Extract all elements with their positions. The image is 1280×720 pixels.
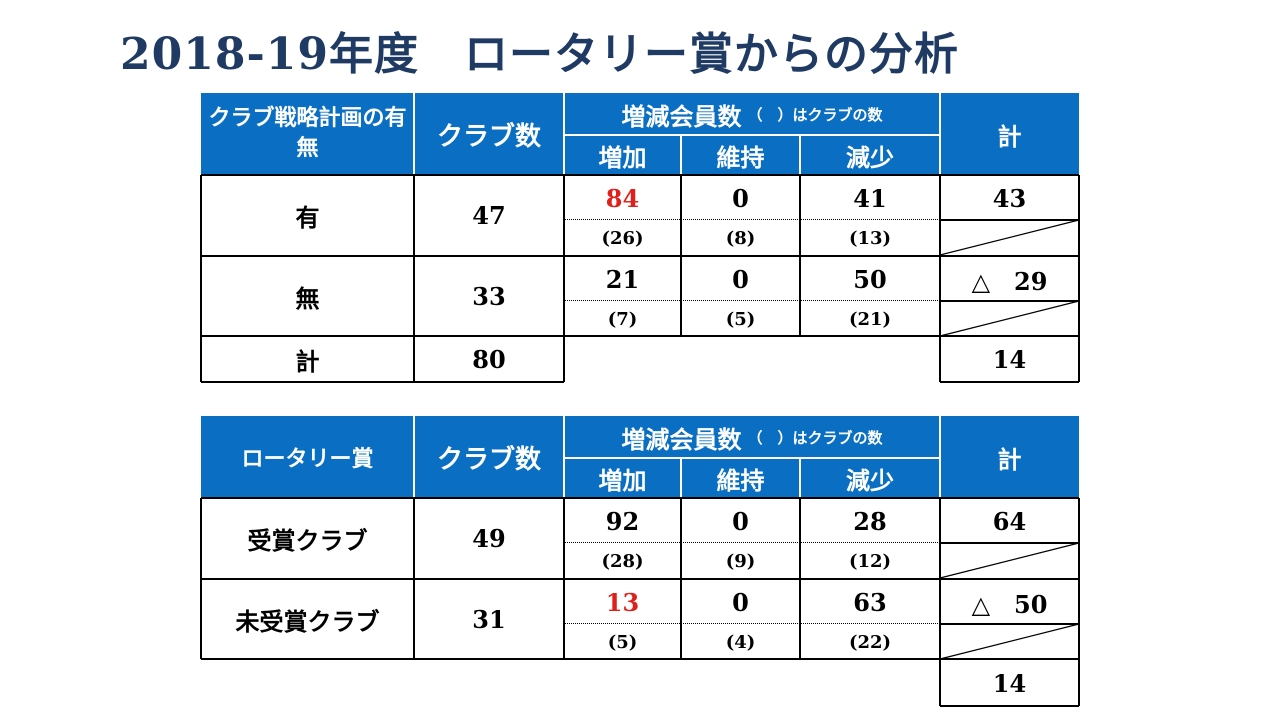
- decrease-clubs: (12): [848, 551, 892, 572]
- maintain-clubs: (9): [725, 551, 756, 572]
- header-decrease: 減少: [800, 135, 940, 175]
- header-increase: 増加: [564, 458, 681, 498]
- row-label: 未受賞クラブ: [235, 606, 380, 636]
- decrease-clubs: (22): [848, 632, 892, 653]
- decrease-value: 28: [853, 506, 887, 536]
- club-count: 31: [472, 604, 506, 634]
- header-members-main: 増減会員数: [621, 424, 742, 454]
- increase-value: 13: [605, 587, 640, 617]
- row-label: 無: [295, 283, 320, 313]
- increase-value: 21: [605, 264, 640, 294]
- header-category: クラブ戦略計画の有無: [201, 93, 414, 175]
- header-club-count: クラブ数: [414, 93, 564, 175]
- header-members: 増減会員数 （ ）はクラブの数: [564, 416, 940, 458]
- increase-value: 84: [605, 183, 640, 213]
- increase-value: 92: [605, 506, 640, 536]
- header-increase: 増加: [564, 135, 681, 175]
- decrease-value: 50: [853, 264, 887, 294]
- decrease-clubs: (21): [848, 309, 892, 330]
- club-count: 47: [472, 200, 506, 230]
- total-value: △ 50: [971, 589, 1048, 619]
- diagonal-slash: [939, 300, 1080, 337]
- maintain-clubs: (5): [725, 309, 756, 330]
- sum-total: 14: [992, 345, 1027, 374]
- page-title: 2018-19年度 ロータリー賞からの分析: [120, 29, 959, 80]
- decrease-value: 41: [853, 183, 887, 213]
- maintain-value: 0: [732, 587, 749, 617]
- diagonal-slash: [939, 542, 1080, 579]
- increase-clubs: (26): [601, 228, 644, 249]
- total-value: △ 29: [971, 266, 1048, 296]
- decrease-clubs: (13): [848, 228, 892, 249]
- increase-clubs: (28): [601, 551, 644, 572]
- increase-clubs: (7): [607, 309, 638, 330]
- header-decrease: 減少: [800, 458, 940, 498]
- row-label: 有: [295, 202, 320, 232]
- header-members: 増減会員数 （ ）はクラブの数: [564, 93, 940, 135]
- club-count: 33: [472, 281, 506, 311]
- header-category: ロータリー賞: [201, 416, 414, 498]
- club-count: 49: [472, 523, 506, 553]
- maintain-value: 0: [732, 264, 749, 294]
- header-total: 計: [940, 93, 1079, 175]
- diagonal-slash: [939, 623, 1080, 660]
- header-members-note: （ ）はクラブの数: [747, 105, 883, 124]
- header-maintain: 維持: [681, 135, 800, 175]
- header-members-note: （ ）はクラブの数: [747, 428, 883, 447]
- sum-total: 14: [992, 669, 1027, 698]
- row-label: 受賞クラブ: [247, 525, 368, 555]
- diagonal-slash: [939, 219, 1080, 256]
- maintain-value: 0: [732, 506, 749, 536]
- header-members-main: 増減会員数: [621, 101, 742, 131]
- decrease-value: 63: [853, 587, 887, 617]
- maintain-clubs: (8): [725, 228, 756, 249]
- total-value: 64: [992, 506, 1027, 536]
- total-value: 43: [992, 183, 1027, 213]
- maintain-clubs: (4): [725, 632, 756, 653]
- sum-club-count: 80: [472, 345, 506, 374]
- sum-label: 計: [295, 347, 320, 376]
- maintain-value: 0: [732, 183, 749, 213]
- header-maintain: 維持: [681, 458, 800, 498]
- increase-clubs: (5): [607, 632, 638, 653]
- header-total: 計: [940, 416, 1079, 498]
- header-club-count: クラブ数: [414, 416, 564, 498]
